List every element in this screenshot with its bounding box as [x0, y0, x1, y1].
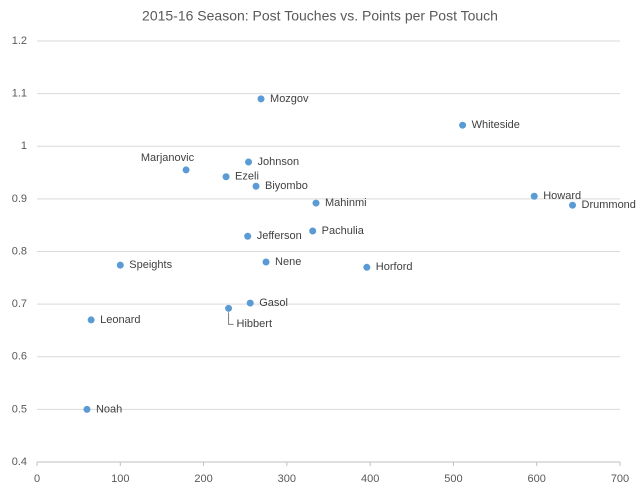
x-tick-label: 400	[361, 473, 379, 485]
y-tick-label: 0.8	[12, 245, 27, 257]
point-label: Marjanovic	[141, 152, 195, 164]
x-tick-label: 200	[194, 473, 212, 485]
point	[257, 95, 265, 103]
point	[87, 316, 95, 324]
point-label: Horford	[376, 261, 413, 273]
point	[459, 121, 467, 129]
point	[312, 199, 320, 207]
y-tick-label: 0.9	[12, 193, 27, 205]
chart-title: 2015-16 Season: Post Touches vs. Points …	[142, 8, 498, 24]
x-tick-label: 300	[278, 473, 296, 485]
point-label: Pachulia	[322, 225, 365, 237]
point	[246, 299, 254, 307]
point	[182, 166, 190, 174]
x-tick-label: 100	[111, 473, 129, 485]
point-label: Hibbert	[237, 318, 272, 330]
point	[83, 405, 91, 413]
point-label: Noah	[96, 403, 122, 415]
y-tick-label: 1.2	[12, 35, 27, 47]
y-tick-label: 0.7	[12, 298, 27, 310]
point-label: Mahinmi	[325, 197, 367, 209]
point-label: Drummond	[582, 199, 636, 211]
point-label: Nene	[275, 256, 301, 268]
point	[244, 232, 252, 240]
y-tick-label: 0.4	[12, 456, 27, 468]
point-label: Mozgov	[270, 93, 309, 105]
point	[569, 201, 577, 209]
point-label: Whiteside	[472, 119, 520, 131]
point	[245, 158, 253, 166]
point	[530, 192, 538, 200]
point-label: Jefferson	[257, 230, 302, 242]
y-tick-label: 1	[21, 140, 27, 152]
y-tick-label: 0.6	[12, 351, 27, 363]
y-tick-label: 0.5	[12, 403, 27, 415]
point	[262, 258, 270, 266]
point	[222, 173, 230, 181]
point-label: Ezeli	[235, 171, 259, 183]
x-tick-label: 600	[528, 473, 546, 485]
x-tick-label: 500	[444, 473, 462, 485]
leader-line	[228, 312, 234, 325]
point	[363, 263, 371, 271]
y-tick-label: 1.1	[12, 88, 27, 100]
point	[252, 182, 260, 190]
point-label: Howard	[543, 190, 581, 202]
point-label: Speights	[129, 259, 172, 271]
point-label: Johnson	[258, 156, 300, 168]
point	[225, 304, 233, 312]
point-label: Biyombo	[265, 180, 308, 192]
point	[309, 227, 317, 235]
x-tick-label: 700	[611, 473, 629, 485]
point	[116, 261, 124, 269]
point-label: Gasol	[259, 297, 288, 309]
point-label: Leonard	[100, 314, 140, 326]
x-tick-label: 0	[34, 473, 40, 485]
